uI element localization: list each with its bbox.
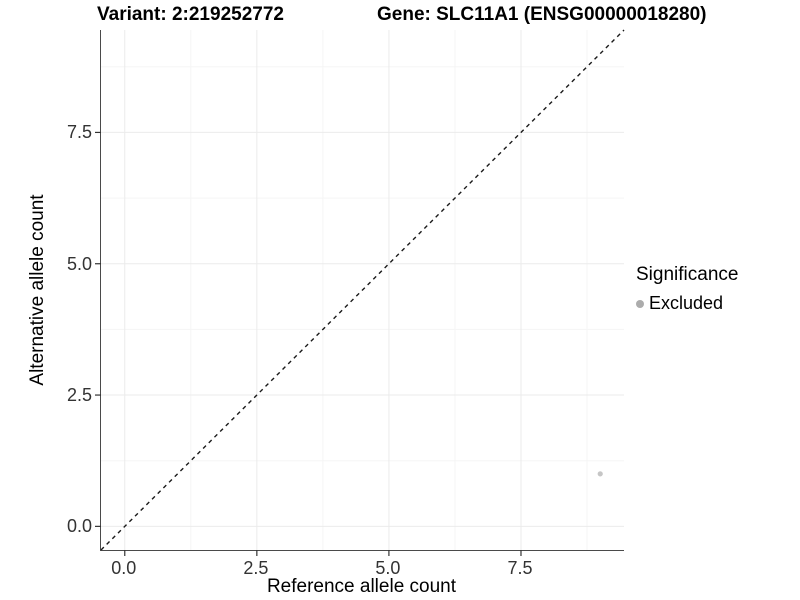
y-tick-label: 2.5 xyxy=(66,385,92,406)
x-tick-label: 0.0 xyxy=(111,558,137,578)
y-axis-title: Alternative allele count xyxy=(27,194,48,386)
y-tick-label: 5.0 xyxy=(66,253,92,274)
legend-entry-excluded: Excluded xyxy=(636,293,738,314)
x-tick-label: 7.5 xyxy=(507,558,533,578)
x-tick-label: 5.0 xyxy=(375,558,401,578)
plot-title-variant: Variant: 2:219252772 xyxy=(97,4,284,25)
y-tick-label: 0.0 xyxy=(66,516,92,537)
x-axis-title: Reference allele count xyxy=(266,576,457,597)
y-tick-label: 7.5 xyxy=(66,122,92,143)
legend: Significance Excluded xyxy=(636,264,738,314)
legend-key-dot xyxy=(636,299,644,308)
data-point xyxy=(597,471,603,477)
identity-line xyxy=(100,29,625,551)
legend-title: Significance xyxy=(636,264,739,285)
plot-panel xyxy=(95,29,625,556)
x-tick-label: 2.5 xyxy=(243,558,269,578)
legend-entry-label: Excluded xyxy=(649,293,724,313)
plot-svg xyxy=(95,29,625,556)
plot-title-gene: Gene: SLC11A1 (ENSG00000018280) xyxy=(377,4,707,25)
